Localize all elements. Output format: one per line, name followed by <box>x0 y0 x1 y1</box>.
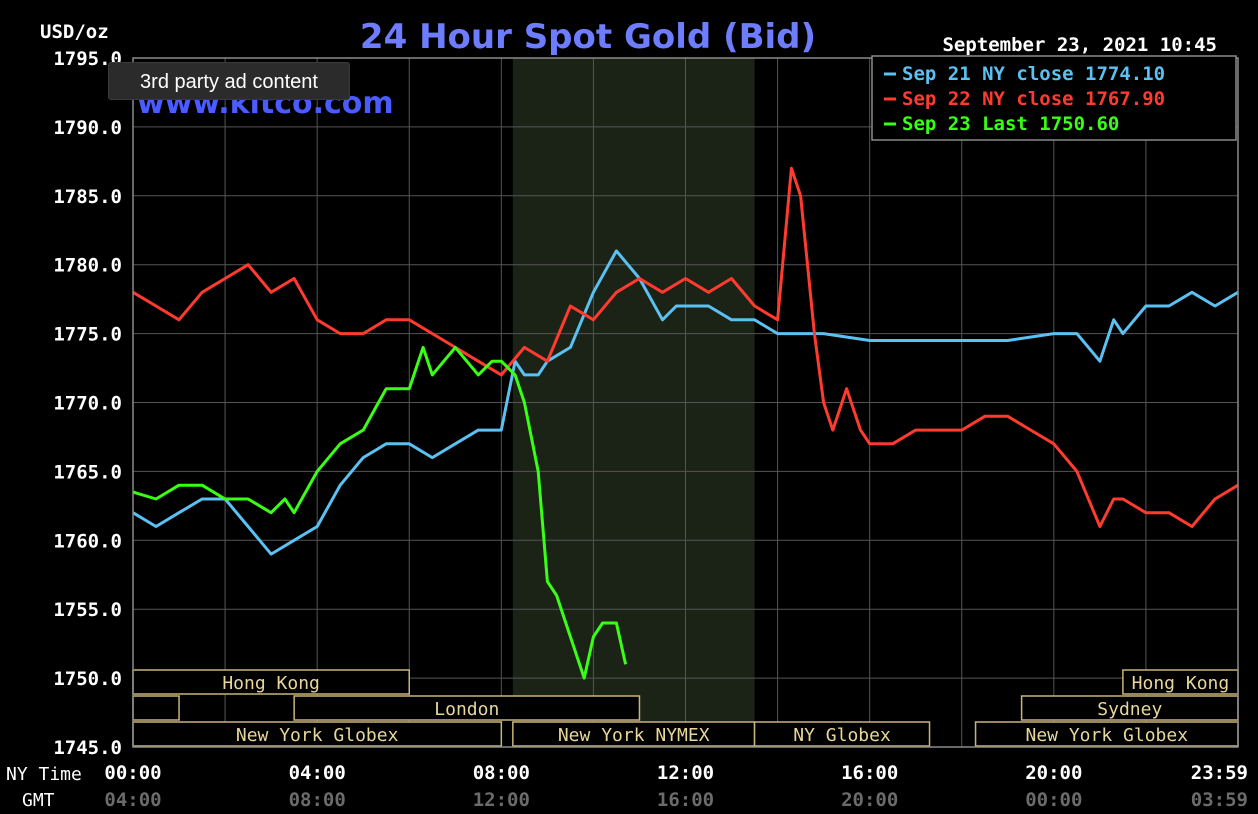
legend-entry: Sep 22 NY close 1767.90 <box>902 88 1165 110</box>
session-bar-label: Hong Kong <box>222 673 320 694</box>
series-line <box>132 166 1239 528</box>
session-bar-label: Sydney <box>1097 699 1162 720</box>
plot-frame <box>132 57 1239 748</box>
y-tick-label: 1775.0 <box>53 324 122 346</box>
session-bar-label: Hong Kong <box>1132 673 1230 694</box>
x-tick-label-ny: 20:00 <box>1025 762 1082 784</box>
x-tick-label-gmt: 08:00 <box>289 789 346 811</box>
x-row-label-ny: NY Time <box>6 764 82 785</box>
session-bar <box>132 721 503 747</box>
session-bar <box>1122 669 1239 695</box>
y-tick-label: 1745.0 <box>53 737 122 759</box>
session-bar <box>512 721 756 747</box>
y-tick-label: 1770.0 <box>53 393 122 415</box>
x-tick-label-ny: 08:00 <box>473 762 530 784</box>
y-tick-label: 1765.0 <box>53 461 122 483</box>
y-tick-label: 1795.0 <box>53 48 122 70</box>
session-bar-label: New York Globex <box>236 725 399 746</box>
x-tick-label-gmt: 12:00 <box>473 789 530 811</box>
y-tick-label: 1760.0 <box>53 530 122 552</box>
x-tick-label-gmt: 16:00 <box>657 789 714 811</box>
x-axis-ticks: 00:00 04:00 08:00 12:00 16:00 20:00 23:59 04:00… <box>104 762 1248 811</box>
y-tick-label: 1780.0 <box>53 255 122 277</box>
y-tick-label: 1750.0 <box>53 668 122 690</box>
x-tick-label-gmt: 20:00 <box>841 789 898 811</box>
x-tick-label-ny: 23:59 <box>1191 762 1248 784</box>
session-bar-label: London <box>434 699 499 720</box>
x-row-label-gmt: GMT <box>22 790 55 811</box>
session-bar <box>132 669 410 695</box>
series-line <box>132 249 1239 556</box>
session-bar-segment <box>132 695 180 721</box>
session-bar <box>1020 695 1239 721</box>
x-tick-label-gmt: 00:00 <box>1025 789 1082 811</box>
chart-title: 24 Hour Spot Gold (Bid) <box>360 17 816 57</box>
y-tick-label: 1790.0 <box>53 117 122 139</box>
legend-entry: Sep 21 NY close 1774.10 <box>902 63 1165 85</box>
x-tick-label-gmt: 03:59 <box>1191 789 1248 811</box>
series-lines <box>132 166 1239 680</box>
timestamp: September 23, 2021 10:45 <box>942 34 1217 56</box>
session-bar <box>293 695 641 721</box>
y-tick-label: 1785.0 <box>53 186 122 208</box>
legend-box <box>871 55 1237 141</box>
x-tick-label-ny: 16:00 <box>841 762 898 784</box>
session-bar-label: New York Globex <box>1026 725 1189 746</box>
x-tick-label-ny: 00:00 <box>104 762 161 784</box>
session-bars: Hong Kong London New York Globex New York N… <box>132 669 1239 747</box>
x-tick-label-ny: 04:00 <box>289 762 346 784</box>
x-tick-label-ny: 12:00 <box>657 762 714 784</box>
session-bar <box>753 721 931 747</box>
legend: Sep 21 NY close 1774.10 Sep 22 NY close 1… <box>871 55 1237 141</box>
legend-entry: Sep 23 Last 1750.60 <box>902 113 1119 135</box>
y-tick-label: 1755.0 <box>53 599 122 621</box>
x-tick-label-gmt: 04:00 <box>104 789 161 811</box>
series-line <box>132 345 628 680</box>
ad-badge[interactable]: 3rd party ad content <box>108 62 350 100</box>
session-bar-label: New York NYMEX <box>558 725 710 746</box>
y-axis-ticks: 1745.0 1750.0 1755.0 1760.0 1765.0 1770.0 1775… <box>53 48 122 759</box>
session-bar-label: NY Globex <box>793 725 891 746</box>
y-unit-label: USD/oz <box>40 21 109 43</box>
